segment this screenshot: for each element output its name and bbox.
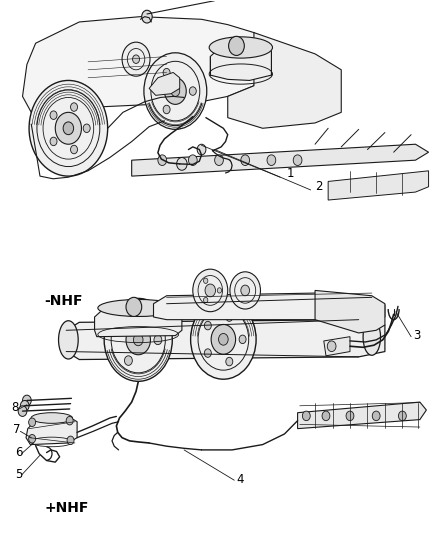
Polygon shape: [132, 144, 428, 176]
Circle shape: [63, 122, 74, 135]
Circle shape: [197, 144, 206, 155]
Polygon shape: [228, 33, 341, 128]
Circle shape: [217, 288, 222, 293]
Circle shape: [322, 411, 330, 421]
Text: 3: 3: [413, 329, 420, 342]
Polygon shape: [210, 43, 272, 80]
Polygon shape: [315, 290, 385, 333]
Circle shape: [230, 272, 261, 309]
Circle shape: [154, 335, 162, 345]
Circle shape: [205, 284, 215, 297]
Ellipse shape: [209, 37, 272, 58]
Text: 6: 6: [14, 446, 22, 459]
Circle shape: [50, 111, 57, 119]
Circle shape: [20, 400, 29, 411]
Circle shape: [219, 334, 228, 345]
Circle shape: [28, 434, 35, 443]
Circle shape: [327, 341, 336, 352]
Circle shape: [241, 155, 250, 165]
Circle shape: [55, 112, 81, 144]
Circle shape: [171, 86, 180, 96]
Circle shape: [83, 124, 90, 133]
Circle shape: [18, 406, 27, 416]
Text: 8: 8: [12, 401, 19, 414]
Circle shape: [50, 137, 57, 146]
Circle shape: [22, 395, 31, 406]
Circle shape: [204, 297, 208, 303]
Text: 4: 4: [237, 473, 244, 486]
Circle shape: [226, 357, 233, 366]
Circle shape: [399, 411, 406, 421]
Circle shape: [71, 103, 78, 111]
Circle shape: [28, 418, 35, 426]
Circle shape: [104, 298, 172, 381]
Polygon shape: [328, 171, 428, 200]
Circle shape: [188, 155, 197, 165]
Circle shape: [211, 325, 236, 354]
Circle shape: [239, 335, 246, 344]
Circle shape: [229, 36, 244, 55]
Circle shape: [193, 269, 228, 312]
Circle shape: [122, 42, 150, 76]
Circle shape: [71, 146, 78, 154]
Circle shape: [163, 105, 170, 114]
Circle shape: [302, 411, 310, 421]
Ellipse shape: [59, 321, 78, 359]
Circle shape: [189, 87, 196, 95]
Polygon shape: [149, 72, 180, 95]
Circle shape: [163, 68, 170, 77]
Text: -NHF: -NHF: [44, 294, 83, 308]
Circle shape: [124, 314, 132, 324]
Text: 2: 2: [315, 180, 322, 193]
Circle shape: [142, 10, 152, 23]
Text: +NHF: +NHF: [44, 502, 89, 515]
Circle shape: [204, 278, 208, 284]
Ellipse shape: [98, 300, 179, 317]
Ellipse shape: [363, 319, 381, 356]
Polygon shape: [297, 402, 426, 429]
Circle shape: [346, 411, 354, 421]
Text: 1: 1: [287, 167, 294, 180]
Circle shape: [226, 313, 233, 321]
Circle shape: [293, 155, 302, 165]
Polygon shape: [22, 17, 263, 112]
Circle shape: [372, 411, 380, 421]
Circle shape: [191, 300, 256, 379]
Text: 7: 7: [13, 423, 21, 436]
Ellipse shape: [31, 413, 73, 423]
Circle shape: [126, 325, 150, 355]
Circle shape: [177, 158, 187, 170]
Circle shape: [267, 155, 276, 165]
Circle shape: [205, 349, 211, 357]
Polygon shape: [95, 306, 182, 337]
Circle shape: [124, 356, 132, 365]
Polygon shape: [153, 293, 385, 321]
Circle shape: [158, 155, 166, 165]
Circle shape: [134, 334, 143, 346]
Polygon shape: [66, 320, 385, 360]
Polygon shape: [324, 337, 350, 356]
Circle shape: [205, 321, 211, 330]
Text: 5: 5: [14, 467, 22, 481]
Circle shape: [241, 285, 250, 296]
Circle shape: [126, 297, 142, 317]
Circle shape: [67, 436, 74, 445]
Circle shape: [144, 53, 207, 130]
Circle shape: [133, 55, 140, 63]
Polygon shape: [26, 416, 77, 445]
Circle shape: [164, 78, 186, 104]
Circle shape: [215, 155, 223, 165]
Circle shape: [66, 416, 73, 425]
Circle shape: [29, 80, 108, 176]
